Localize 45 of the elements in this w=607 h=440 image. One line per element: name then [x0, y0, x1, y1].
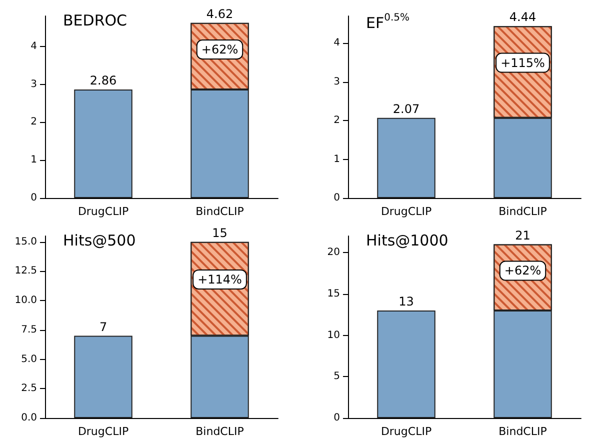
x-tick-label: BindCLIP	[498, 425, 548, 438]
y-tick-label: 4	[334, 38, 340, 49]
x-tick-label: DrugCLIP	[380, 425, 432, 438]
total-label: 4.44	[509, 10, 536, 24]
chart-title: BEDROC	[63, 12, 128, 30]
y-tick-label: 3	[334, 76, 340, 88]
annotation: +115%	[500, 56, 545, 70]
annotation: +62%	[201, 42, 238, 57]
y-tick-label: 4	[30, 40, 37, 52]
y-tick-label: 2	[334, 115, 340, 126]
x-tick-label: DrugCLIP	[78, 425, 129, 438]
annotation: +62%	[504, 264, 542, 278]
y-tick-label: 1	[334, 154, 340, 165]
x-tick-label: BindCLIP	[196, 425, 244, 438]
y-tick-label: 10	[327, 330, 340, 341]
y-tick-label: 0	[334, 192, 340, 204]
y-tick-label: 20	[327, 247, 340, 258]
y-tick-label: 2	[30, 116, 37, 128]
y-tick-label: 5	[334, 371, 340, 382]
y-tick-label: 15	[327, 288, 340, 300]
x-tick-label: BindCLIP	[498, 205, 548, 218]
total-label: 21	[515, 228, 530, 242]
x-tick-label: DrugCLIP	[78, 205, 129, 218]
y-tick-label: 3	[30, 78, 37, 90]
y-tick-label: 2.5	[21, 383, 37, 394]
total-label: 2.86	[90, 74, 117, 88]
y-tick-label: 1	[30, 154, 37, 166]
y-tick-label: 0	[30, 192, 37, 204]
annotation: +114%	[198, 272, 242, 286]
total-label: 7	[99, 320, 108, 334]
total-label: 15	[212, 226, 228, 240]
y-tick-label: 5.0	[21, 354, 37, 365]
y-tick-label: 12.5	[14, 266, 37, 277]
chart-title: Hits@1000	[366, 232, 448, 250]
y-tick-label: 0.0	[21, 412, 37, 424]
y-tick-label: 0	[334, 412, 340, 424]
y-tick-label: 15.0	[14, 236, 37, 248]
y-tick-label: 10.0	[14, 295, 37, 306]
total-label: 2.07	[392, 102, 420, 116]
x-tick-label: DrugCLIP	[380, 205, 432, 218]
y-tick-label: 7.5	[21, 324, 37, 336]
total-label: 4.62	[206, 6, 234, 21]
chart-title: Hits@500	[63, 232, 136, 250]
x-tick-label: BindCLIP	[196, 205, 244, 218]
total-label: 13	[398, 294, 414, 308]
